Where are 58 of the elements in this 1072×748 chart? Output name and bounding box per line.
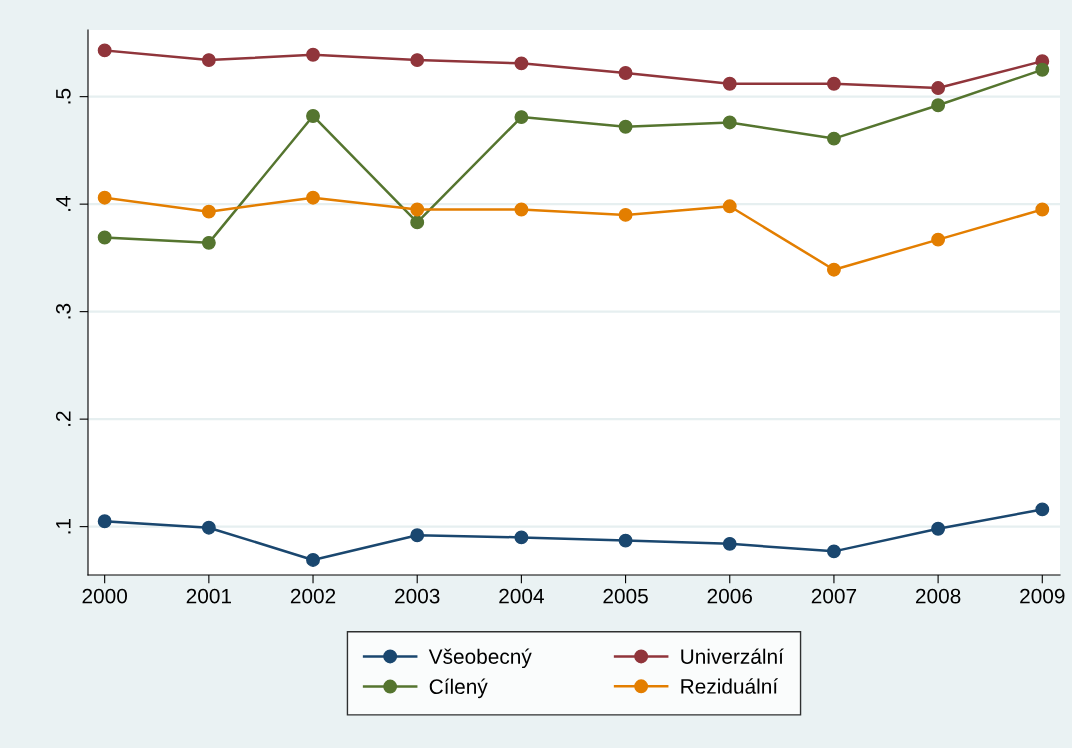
y-tick-label: .5 (56, 88, 71, 104)
point (931, 232, 946, 247)
y-tick-label: .4 (56, 196, 71, 211)
point (618, 533, 633, 548)
point (826, 262, 841, 277)
point (201, 204, 216, 219)
point (618, 207, 633, 222)
point (826, 131, 841, 146)
point (410, 215, 425, 230)
point (1035, 202, 1050, 217)
legend-label: Cílený (429, 678, 488, 699)
point (514, 202, 529, 217)
point (97, 230, 112, 245)
legend-label: Všeobecný (428, 648, 532, 669)
point (514, 56, 529, 71)
point (931, 81, 946, 95)
point (97, 514, 112, 529)
point (514, 530, 529, 545)
x-tick-label: 2001 (186, 588, 232, 604)
point (306, 109, 320, 123)
y-tick-label: .3 (55, 303, 71, 319)
x-tick-label: 2009 (1020, 588, 1065, 604)
point (201, 53, 216, 68)
point (1035, 62, 1050, 77)
x-tick-label: 2005 (603, 588, 648, 604)
point (97, 190, 112, 205)
x-tick-label: 2002 (290, 588, 336, 604)
x-tick-label: 2004 (499, 588, 544, 604)
y-tick-label: .2 (55, 411, 71, 426)
point (410, 528, 425, 543)
point (97, 43, 112, 58)
x-tick-label: 2008 (915, 588, 961, 604)
x-tick-label: 2003 (395, 588, 440, 604)
x-tick-label: 2000 (82, 588, 128, 604)
point (201, 235, 216, 250)
point (618, 119, 633, 134)
point (722, 199, 737, 214)
point (201, 520, 216, 535)
point (306, 553, 320, 567)
point (410, 202, 425, 217)
point (722, 115, 737, 130)
point (931, 521, 946, 536)
legend-label: Reziduální (681, 678, 779, 694)
point (514, 110, 529, 125)
y-tick-label: .1 (56, 518, 71, 534)
point (306, 47, 320, 62)
point (618, 66, 633, 80)
x-tick-label: 2006 (707, 588, 753, 604)
legend-label: Univerzální (681, 648, 784, 664)
point (826, 76, 841, 91)
point (931, 98, 946, 113)
point (1035, 502, 1050, 517)
point (722, 76, 737, 91)
point (722, 536, 737, 551)
point (826, 544, 841, 559)
point (306, 190, 320, 205)
point (410, 53, 425, 68)
x-tick-label: 2007 (811, 588, 857, 604)
